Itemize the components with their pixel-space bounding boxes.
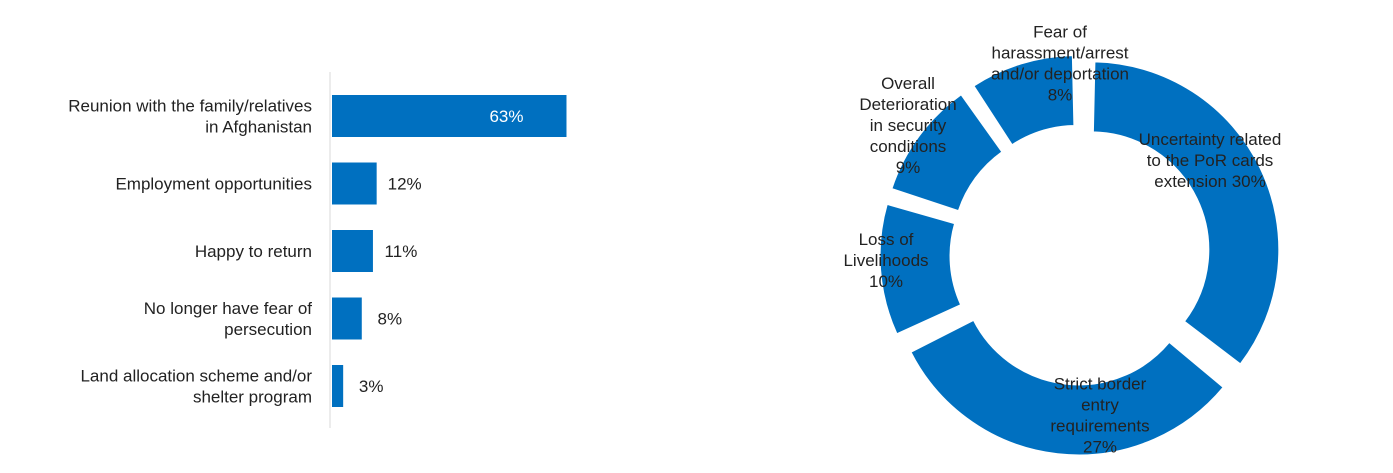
donut-slice — [879, 203, 962, 335]
bar — [332, 230, 373, 272]
bar-chart: Reunion with the family/relatives in Afgh… — [68, 72, 567, 428]
category-label: Reunion with the family/relatives in Afgh… — [68, 97, 312, 137]
data-label: 63% — [489, 107, 523, 126]
slice-label: Fear of harassment/arrest and/or deportati… — [991, 23, 1129, 105]
donut-chart: Uncertainty related to the PoR cards exten… — [843, 23, 1282, 457]
category-label: No longer have fear of persecution — [144, 299, 312, 339]
category-label: Land allocation scheme and/or shelter pro… — [80, 367, 312, 407]
data-label: 11% — [385, 242, 418, 261]
donut-slice — [1092, 61, 1280, 365]
bar — [332, 95, 567, 137]
data-label: 8% — [377, 310, 402, 329]
bar — [332, 365, 344, 407]
slice-label: Uncertainty related to the PoR cards exten… — [1139, 130, 1282, 191]
bar — [332, 297, 362, 340]
slice-label: Loss of Livelihoods 10% — [843, 230, 928, 291]
category-label: Employment opportunities — [115, 175, 312, 194]
category-label: Happy to return — [195, 242, 312, 261]
donut-slice — [973, 55, 1075, 146]
donut-slice — [910, 319, 1224, 456]
slice-label: Overall Deterioration in security condition… — [859, 74, 956, 177]
bar — [332, 162, 377, 205]
data-label: 3% — [359, 377, 384, 396]
data-label: 12% — [388, 175, 422, 194]
donut-slice — [891, 94, 1003, 212]
slice-label: Strict border entry requirements 27% — [1050, 375, 1149, 457]
